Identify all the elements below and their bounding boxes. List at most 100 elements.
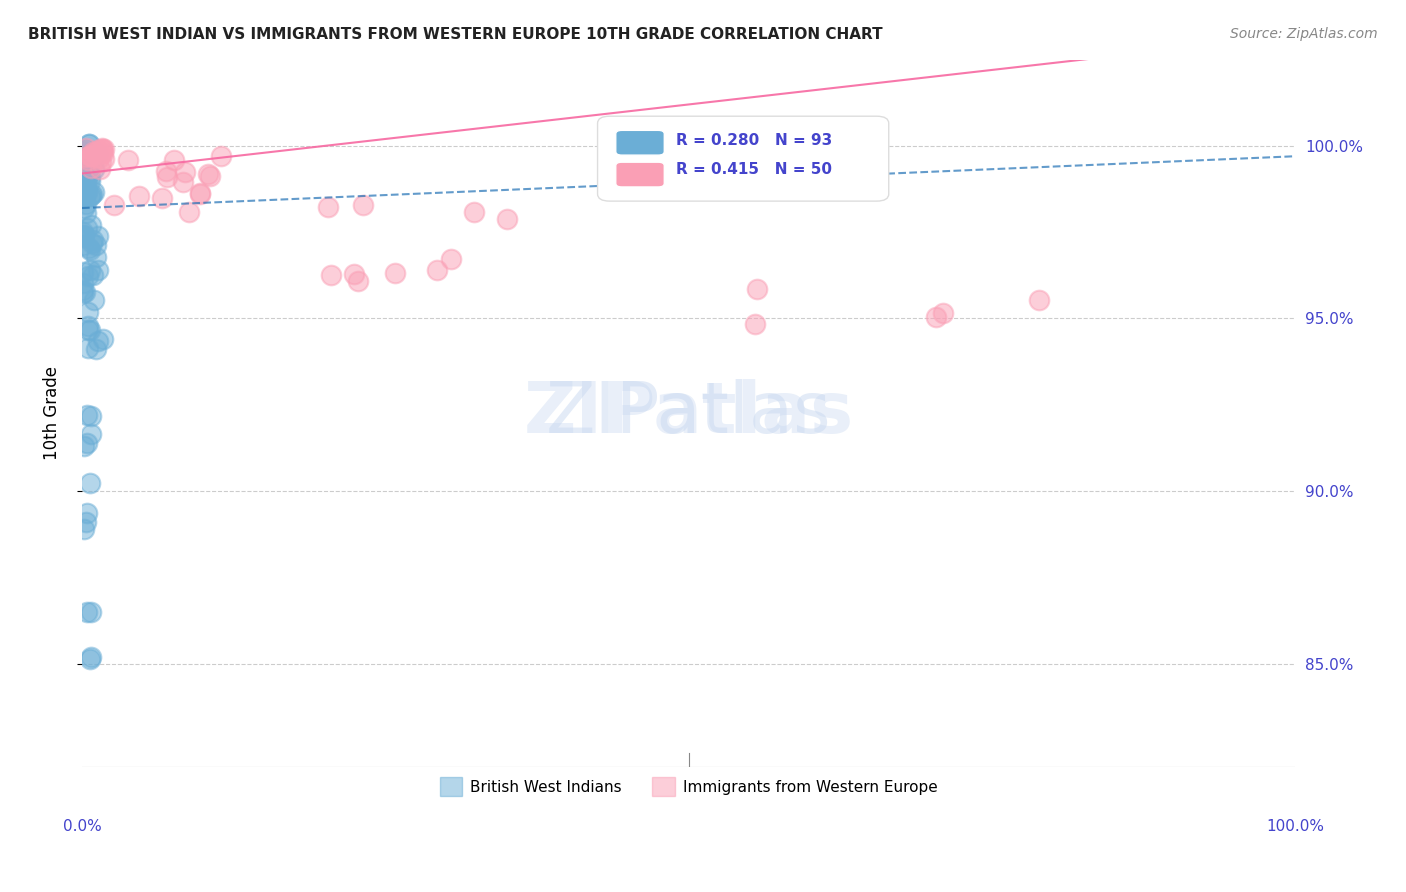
Immigrants from Western Europe <box>200 169 222 183</box>
British West Indians <box>75 158 97 172</box>
British West Indians <box>76 268 98 283</box>
British West Indians <box>72 172 94 186</box>
British West Indians <box>72 522 94 536</box>
Immigrants from Western Europe <box>747 282 769 296</box>
British West Indians <box>73 166 96 180</box>
British West Indians <box>76 305 98 319</box>
British West Indians <box>75 205 97 219</box>
British West Indians <box>83 162 105 177</box>
British West Indians <box>79 262 101 277</box>
British West Indians <box>79 219 101 233</box>
FancyBboxPatch shape <box>598 116 889 201</box>
Immigrants from Western Europe <box>426 262 449 277</box>
British West Indians <box>80 235 103 250</box>
Immigrants from Western Europe <box>80 161 103 175</box>
British West Indians <box>72 174 94 188</box>
British West Indians <box>72 186 94 201</box>
Immigrants from Western Europe <box>90 144 112 158</box>
British West Indians <box>72 225 94 239</box>
British West Indians <box>76 163 98 178</box>
Immigrants from Western Europe <box>91 145 114 160</box>
Immigrants from Western Europe <box>150 191 173 205</box>
Legend: British West Indians, Immigrants from Western Europe: British West Indians, Immigrants from We… <box>433 771 943 802</box>
Immigrants from Western Europe <box>177 205 200 219</box>
British West Indians <box>87 263 110 277</box>
Immigrants from Western Europe <box>347 274 370 288</box>
Immigrants from Western Europe <box>91 141 114 155</box>
Immigrants from Western Europe <box>496 211 519 226</box>
British West Indians <box>77 153 100 168</box>
British West Indians <box>72 276 94 290</box>
Immigrants from Western Europe <box>77 153 100 167</box>
Text: R = 0.280   N = 93: R = 0.280 N = 93 <box>676 134 832 148</box>
Immigrants from Western Europe <box>188 187 211 202</box>
British West Indians <box>86 147 108 161</box>
British West Indians <box>72 228 94 243</box>
British West Indians <box>73 285 96 300</box>
Immigrants from Western Europe <box>82 145 104 159</box>
Immigrants from Western Europe <box>211 149 233 163</box>
British West Indians <box>73 158 96 172</box>
Immigrants from Western Europe <box>163 153 186 167</box>
British West Indians <box>72 153 94 167</box>
British West Indians <box>72 161 94 176</box>
Immigrants from Western Europe <box>155 164 177 178</box>
British West Indians <box>76 149 98 163</box>
Immigrants from Western Europe <box>117 153 139 168</box>
British West Indians <box>72 285 94 300</box>
British West Indians <box>79 170 101 185</box>
Text: 0.0%: 0.0% <box>63 819 101 834</box>
British West Indians <box>76 170 98 185</box>
British West Indians <box>91 332 114 346</box>
British West Indians <box>84 342 107 356</box>
British West Indians <box>84 238 107 252</box>
British West Indians <box>72 148 94 162</box>
British West Indians <box>73 180 96 194</box>
British West Indians <box>73 172 96 186</box>
British West Indians <box>76 185 98 199</box>
British West Indians <box>72 230 94 244</box>
British West Indians <box>72 144 94 158</box>
British West Indians <box>73 191 96 205</box>
British West Indians <box>79 652 101 666</box>
British West Indians <box>87 228 110 243</box>
British West Indians <box>73 201 96 215</box>
British West Indians <box>76 408 98 422</box>
British West Indians <box>82 268 104 282</box>
British West Indians <box>72 173 94 187</box>
Immigrants from Western Europe <box>931 306 953 320</box>
Immigrants from Western Europe <box>75 150 97 164</box>
British West Indians <box>77 241 100 255</box>
British West Indians <box>72 187 94 202</box>
British West Indians <box>77 136 100 151</box>
Immigrants from Western Europe <box>79 147 101 161</box>
British West Indians <box>77 159 100 173</box>
British West Indians <box>82 233 104 247</box>
British West Indians <box>77 341 100 355</box>
Immigrants from Western Europe <box>80 149 103 163</box>
Immigrants from Western Europe <box>463 204 485 219</box>
British West Indians <box>84 250 107 264</box>
British West Indians <box>76 506 98 520</box>
British West Indians <box>73 439 96 453</box>
British West Indians <box>72 190 94 204</box>
British West Indians <box>76 220 98 235</box>
Immigrants from Western Europe <box>79 149 101 163</box>
Immigrants from Western Europe <box>343 267 366 281</box>
British West Indians <box>72 264 94 278</box>
British West Indians <box>73 181 96 195</box>
British West Indians <box>77 318 100 333</box>
British West Indians <box>72 237 94 252</box>
Immigrants from Western Europe <box>188 186 211 201</box>
British West Indians <box>72 151 94 165</box>
Immigrants from Western Europe <box>84 145 107 160</box>
Immigrants from Western Europe <box>89 161 111 176</box>
Immigrants from Western Europe <box>90 155 112 169</box>
British West Indians <box>87 334 110 348</box>
Immigrants from Western Europe <box>93 152 115 166</box>
Immigrants from Western Europe <box>128 189 150 203</box>
British West Indians <box>75 197 97 211</box>
British West Indians <box>75 182 97 196</box>
British West Indians <box>76 165 98 179</box>
Immigrants from Western Europe <box>440 252 463 267</box>
